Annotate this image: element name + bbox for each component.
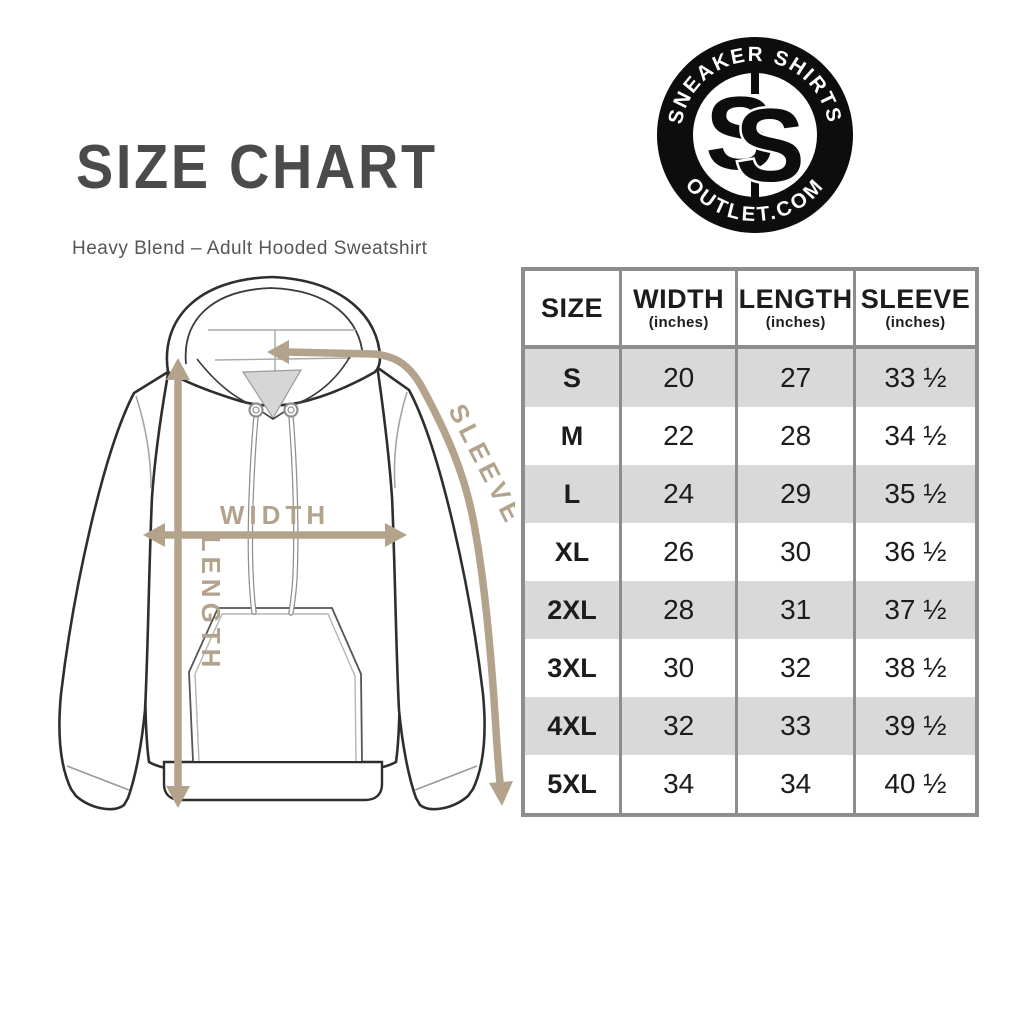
table-row: M 22 28 34 ½	[523, 407, 977, 465]
size-cell: 3XL	[547, 652, 597, 683]
sleeve-column-header: SLEEVE (inches)	[852, 269, 977, 349]
table-row: L 24 29 35 ½	[523, 465, 977, 523]
waistband	[162, 760, 384, 802]
length-cell: 30	[735, 523, 855, 581]
table-row: 3XL 30 32 38 ½	[523, 639, 977, 697]
size-cell: L	[563, 478, 581, 509]
ss-monogram-icon: S S	[705, 72, 807, 207]
hoodie-diagram-svg: WIDTH LENGTH SLEEVE	[58, 275, 529, 811]
hoodie-left-sleeve	[58, 369, 170, 811]
size-cell: 2XL	[547, 594, 597, 625]
sleeve-cell: 39 ½	[852, 697, 977, 755]
length-label: LENGTH	[196, 536, 226, 673]
width-cell: 32	[618, 697, 737, 755]
length-cell: 33	[735, 697, 855, 755]
length-cell: 28	[735, 407, 855, 465]
sleeve-cell: 36 ½	[852, 523, 977, 581]
width-cell: 26	[618, 523, 737, 581]
pocket-inner-line	[194, 613, 357, 762]
width-cell: 30	[618, 639, 737, 697]
kangaroo-pocket	[188, 607, 363, 762]
length-cell: 32	[735, 639, 855, 697]
length-cell: 31	[735, 581, 855, 639]
length-arrowhead-top	[166, 358, 190, 380]
size-cell: 5XL	[547, 768, 597, 799]
left-cuff-seam	[66, 765, 130, 791]
hoodie-right-sleeve	[376, 365, 486, 811]
width-column-header: WIDTH (inches)	[618, 269, 737, 349]
length-cell: 27	[735, 347, 855, 407]
width-arrowhead-left	[143, 523, 165, 547]
eyelets	[248, 402, 299, 418]
sleeve-cell: 37 ½	[852, 581, 977, 639]
svg-text:S: S	[735, 88, 804, 204]
width-cell: 28	[618, 581, 737, 639]
brand-logo-svg: SNEAKER SHIRTS OUTLET.COM S S	[657, 37, 853, 233]
length-column-header: LENGTH (inches)	[735, 269, 855, 349]
size-cell: 4XL	[547, 710, 597, 741]
measurement-arrows	[143, 340, 513, 808]
sleeve-cell: 40 ½	[852, 755, 977, 815]
size-cell: M	[560, 420, 584, 451]
neck-triangle	[241, 369, 303, 420]
width-cell: 22	[618, 407, 737, 465]
page-title: SIZE CHART	[76, 133, 438, 202]
length-arrowhead-bottom	[166, 786, 190, 808]
sleeve-arrowhead-start	[267, 340, 289, 364]
size-column-header: SIZE	[523, 269, 621, 349]
page-subtitle: Heavy Blend – Adult Hooded Sweatshirt	[72, 238, 428, 259]
sleeve-cell: 38 ½	[852, 639, 977, 697]
width-label: WIDTH	[220, 500, 330, 530]
hoodie-diagram: WIDTH LENGTH SLEEVE	[45, 262, 529, 842]
brand-logo: SNEAKER SHIRTS OUTLET.COM S S	[650, 30, 860, 240]
table-row: 2XL 28 31 37 ½	[523, 581, 977, 639]
table-row: XL 26 30 36 ½	[523, 523, 977, 581]
table-row: S 20 27 33 ½	[523, 347, 977, 407]
width-cell: 20	[618, 347, 737, 407]
size-cell: XL	[554, 536, 590, 567]
sleeve-arrowhead-end	[489, 781, 513, 806]
length-cell: 29	[735, 465, 855, 523]
hood	[165, 275, 382, 407]
drawstrings	[247, 413, 299, 616]
width-cell: 34	[618, 755, 737, 815]
hood-opening-left	[196, 358, 253, 406]
sleeve-label: SLEEVE	[443, 399, 515, 531]
svg-text:S: S	[705, 76, 774, 192]
width-cell: 24	[618, 465, 737, 523]
sleeve-cell: 35 ½	[852, 465, 977, 523]
table-row: 5XL 34 34 40 ½	[523, 755, 977, 815]
hood-rim	[184, 287, 364, 365]
table-row: 4XL 32 33 39 ½	[523, 697, 977, 755]
table-header-row: SIZE WIDTH (inches) LENGTH (inches) SLEE…	[523, 269, 977, 349]
logo-inner-disc	[693, 73, 817, 197]
right-cuff-seam	[414, 765, 478, 791]
hood-opening-right	[295, 352, 353, 405]
length-cell: 34	[735, 755, 855, 815]
size-table: SIZE WIDTH (inches) LENGTH (inches) SLEE…	[521, 267, 979, 817]
sleeve-arrow	[284, 348, 504, 784]
right-armhole-seam	[393, 391, 408, 489]
left-armhole-seam	[135, 395, 152, 489]
size-cell: S	[562, 362, 581, 393]
size-table-body: S 20 27 33 ½ M 22 28 34 ½ L 24 29 35 ½ XL 26 30 36 ½ 2XL…	[523, 347, 977, 815]
width-arrowhead-right	[385, 523, 407, 547]
sleeve-cell: 33 ½	[852, 347, 977, 407]
sleeve-cell: 34 ½	[852, 407, 977, 465]
